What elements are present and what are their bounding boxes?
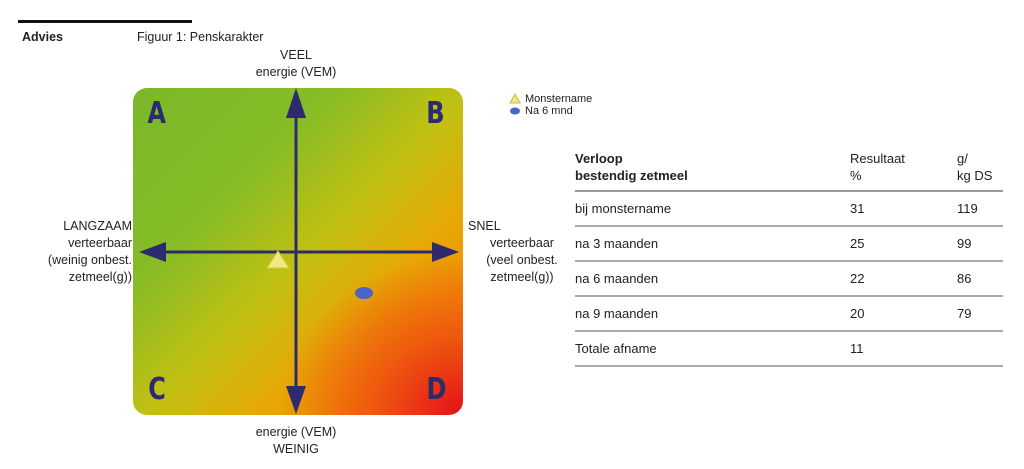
bottom-label-line: WEINIG <box>273 442 319 456</box>
left-axis-label: LANGZAAM verteerbaar (weinig onbest. zet… <box>20 218 132 286</box>
table-cell: na 6 maanden <box>575 261 850 297</box>
legend-item: Monstername <box>525 93 593 105</box>
top-label-line: energie (VEM) <box>255 65 337 79</box>
legend-ellipse-icon <box>510 107 520 115</box>
quadrant-a: A <box>147 96 166 131</box>
section-title: Advies <box>22 30 63 44</box>
table-row: Totale afname 11 <box>575 331 1003 367</box>
table-row: na 3 maanden 25 99 <box>575 226 1003 262</box>
table-cell: 79 <box>957 296 1003 332</box>
column-header: Resultaat% <box>850 150 957 192</box>
table-cell: 20 <box>850 296 957 332</box>
header-rule <box>18 20 192 23</box>
table-cell <box>957 331 1003 367</box>
na-6-mnd-marker <box>355 287 373 299</box>
right-label-line: zetmeel(g)) <box>490 270 554 284</box>
table-cell: bij monstername <box>575 191 850 227</box>
horizontal-arrow <box>139 242 459 262</box>
right-label-line: SNEL <box>468 219 501 233</box>
monstername-marker <box>266 250 290 269</box>
table-cell: 86 <box>957 261 1003 297</box>
table-cell: 31 <box>850 191 957 227</box>
table-row: na 9 maanden 20 79 <box>575 296 1003 332</box>
table-cell: 11 <box>850 331 957 367</box>
right-axis-label: SNEL verteerbaar (veel onbest. zetmeel(g… <box>466 218 578 286</box>
table-cell: 25 <box>850 226 957 262</box>
table-cell: 119 <box>957 191 1003 227</box>
table-cell: 99 <box>957 226 1003 262</box>
legend: Monstername Na 6 mnd <box>525 93 592 117</box>
left-label-line: zetmeel(g)) <box>68 270 132 284</box>
table-cell: na 3 maanden <box>575 226 850 262</box>
left-label-line: (weinig onbest. <box>47 253 132 267</box>
table-cell: na 9 maanden <box>575 296 850 332</box>
table-row: bij monstername 31 119 <box>575 191 1003 227</box>
legend-item: Na 6 mnd <box>525 105 573 117</box>
bottom-axis-label: energie (VEM) WEINIG <box>196 424 396 458</box>
table-row: na 6 maanden 22 86 <box>575 261 1003 297</box>
table-cell: 22 <box>850 261 957 297</box>
results-table: Verloop bestendig zetmeel Resultaat% g/kg D… <box>575 150 1003 367</box>
left-label-line: LANGZAAM <box>63 219 132 233</box>
left-label-line: verteerbaar <box>68 236 132 250</box>
bottom-label-line: energie (VEM) <box>255 425 337 439</box>
right-label-line: (veel onbest. <box>486 253 558 267</box>
legend-triangle-icon <box>509 92 521 104</box>
column-header: Verloop bestendig zetmeel <box>575 150 850 192</box>
quadrant-b: B <box>426 96 445 131</box>
table-cell: Totale afname <box>575 331 850 367</box>
top-label-line: VEEL <box>280 48 312 62</box>
quadrant-d: D <box>426 372 447 407</box>
quadrant-c: C <box>148 372 166 407</box>
column-header: g/kg DS <box>957 150 1003 192</box>
right-label-line: verteerbaar <box>490 236 554 250</box>
top-axis-label: VEEL energie (VEM) <box>196 47 396 81</box>
figure-title: Figuur 1: Penskarakter <box>137 30 264 44</box>
